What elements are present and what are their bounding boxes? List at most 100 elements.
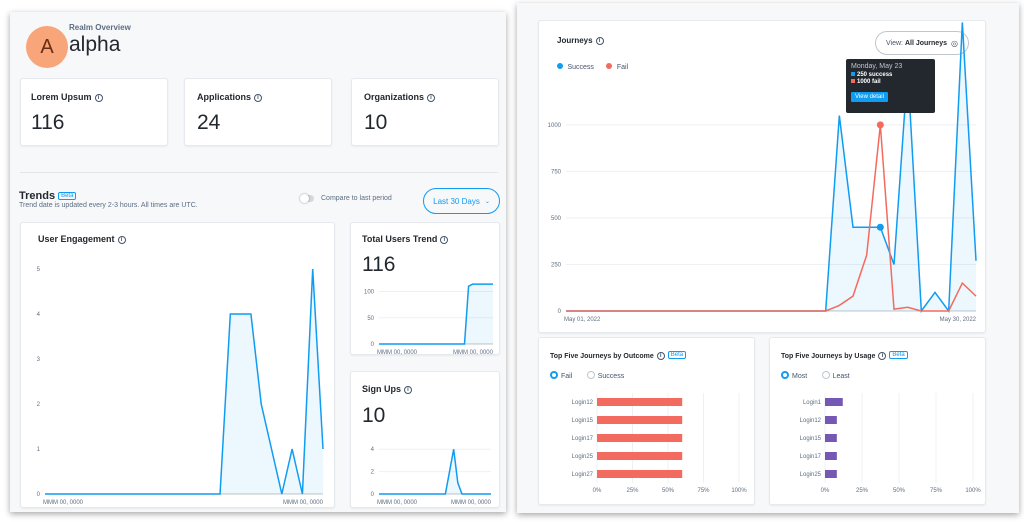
radio-fail[interactable] — [550, 371, 558, 379]
series-line-0 — [45, 268, 324, 495]
sign-ups-chart: 0 2 4 MMM 00, 0000 MMM 00, 0000 — [371, 447, 492, 506]
view-value: All Journeys — [904, 39, 947, 47]
x-tick-label: 75% — [930, 488, 943, 494]
x-tick-label: MMM 00, 0000 — [377, 500, 418, 506]
x-tick-label: MMM 00, 0000 — [283, 500, 324, 506]
y-tick-label: 1000 — [548, 123, 562, 129]
beta-badge: Beta — [58, 192, 77, 200]
radio-fail-label: Fail — [561, 373, 573, 380]
y-tick-label: 2 — [371, 470, 375, 476]
y-tick-label: 250 — [551, 262, 562, 268]
chart-tooltip: Monday, May 23 250 success 1000 fail Vie… — [846, 59, 935, 113]
series-line-0 — [379, 449, 491, 495]
total-users-card: Total Users Trend i 116 0 50 100 MMM 00, 000… — [350, 222, 500, 356]
category-label: Login1 — [803, 400, 822, 406]
stat-card-lorem: Lorem Upsum i 116 — [20, 78, 168, 146]
radio-success[interactable] — [586, 371, 595, 379]
y-tick-label: 100 — [364, 290, 375, 296]
category-label: Login12 — [572, 400, 594, 406]
usage-card: Top Five Journeys by Usage i Beta Most Lea… — [769, 337, 986, 505]
tooltip-date: Monday, May 23 — [851, 63, 903, 70]
info-icon[interactable]: i — [595, 37, 604, 45]
category-label: Login15 — [800, 436, 822, 442]
series-area — [566, 22, 976, 311]
y-tick-label: 0 — [371, 342, 375, 348]
info-icon[interactable]: i — [427, 94, 436, 102]
right-panel: Journeys i Success Fail View: All Journey… — [517, 3, 1019, 513]
card-value: 10 — [362, 404, 386, 427]
card-value: 116 — [362, 253, 396, 276]
view-selector[interactable]: View: All Journeys ◎ — [875, 31, 969, 55]
info-icon[interactable]: i — [94, 94, 103, 102]
view-label: View: — [886, 39, 904, 47]
stat-label: Lorem Upsum — [31, 92, 92, 102]
series-area — [379, 284, 493, 344]
legend-fail-label: Fail — [616, 64, 629, 71]
category-label: Login15 — [572, 418, 594, 424]
category-label: Login27 — [572, 472, 594, 478]
y-tick-label: 4 — [37, 312, 41, 318]
legend-success-dot — [557, 63, 563, 69]
divider — [20, 172, 498, 173]
bar — [825, 434, 837, 442]
x-tick-label: 0% — [821, 488, 830, 494]
radio-least[interactable] — [821, 371, 830, 379]
bar — [825, 416, 837, 424]
card-title: User Engagement — [38, 234, 115, 244]
y-tick-label: 50 — [367, 316, 374, 322]
x-tick-label: MMM 00, 0000 — [451, 500, 492, 506]
x-tick-label: MMM 00, 0000 — [377, 350, 418, 356]
card-title: Top Five Journeys by Usage — [781, 353, 876, 360]
info-icon[interactable]: i — [656, 352, 665, 360]
realm-overview-label: Realm Overview — [69, 23, 131, 32]
card-title: Top Five Journeys by Outcome — [550, 353, 654, 360]
series-area — [45, 269, 323, 494]
bar — [597, 416, 683, 424]
category-label: Login17 — [572, 436, 594, 442]
x-tick-label: 50% — [893, 488, 906, 494]
category-label: Login12 — [800, 418, 822, 424]
info-icon[interactable]: i — [404, 386, 413, 394]
card-title: Total Users Trend — [362, 234, 438, 244]
bar — [825, 398, 843, 406]
total-users-chart: 0 50 100 MMM 00, 0000 MMM 00, 0000 — [364, 283, 494, 356]
journeys-card: Journeys i Success Fail View: All Journey… — [538, 20, 986, 333]
tooltip-fail: 1000 fail — [857, 79, 881, 85]
category-label: Login17 — [800, 454, 822, 460]
info-icon[interactable]: i — [254, 94, 263, 102]
info-icon[interactable]: i — [117, 236, 126, 244]
legend-fail-dot — [606, 63, 613, 69]
x-tick-label: 100% — [731, 488, 747, 494]
view-detail-button[interactable]: View detail — [851, 92, 888, 102]
date-range-button[interactable]: Last 30 Days ⌄ — [423, 188, 500, 214]
y-tick-label: 3 — [37, 357, 41, 363]
info-icon[interactable]: i — [440, 236, 449, 244]
trends-title: Trends — [19, 190, 56, 202]
toggle-knob — [300, 194, 309, 203]
stat-value: 116 — [31, 111, 65, 134]
usage-chart: 0% 25% 50% 75% 100% Login1 Login12 Login15 Login… — [800, 393, 981, 494]
y-tick-label: 0 — [558, 309, 562, 315]
y-tick-label: 0 — [37, 492, 41, 498]
x-tick-label: 0% — [593, 488, 602, 494]
left-panel: A Realm Overview alpha Lorem Upsum i 116 … — [10, 12, 506, 512]
date-range-label: Last 30 Days — [433, 196, 480, 206]
x-tick-label: MMM 00, 0000 — [43, 500, 84, 506]
sign-ups-card: Sign Ups i 10 0 2 4 MMM 00, 0000 MMM 00, 0000 — [350, 371, 500, 508]
info-icon[interactable]: i — [878, 352, 887, 360]
stat-card-organizations: Organizations i 10 — [351, 78, 499, 146]
y-tick-label: 4 — [371, 447, 375, 453]
avatar: A — [26, 26, 68, 68]
radio-most[interactable] — [781, 371, 789, 379]
compare-toggle[interactable] — [300, 194, 314, 203]
y-tick-label: 1 — [37, 447, 41, 453]
x-tick-label: 25% — [856, 488, 869, 494]
y-tick-label: 5 — [37, 267, 41, 273]
x-tick-label: 50% — [662, 488, 675, 494]
tooltip-success: 250 success — [857, 72, 893, 78]
outcome-card: Top Five Journeys by Outcome i Beta Fail S… — [538, 337, 755, 505]
globe-icon: ◎ — [950, 38, 958, 48]
bar — [597, 470, 683, 478]
legend-success-label: Success — [567, 64, 594, 71]
compare-label: Compare to last period — [321, 195, 392, 202]
